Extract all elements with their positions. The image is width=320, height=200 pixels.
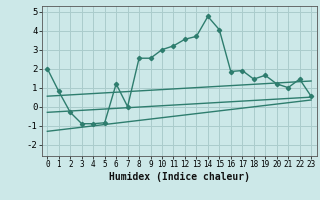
X-axis label: Humidex (Indice chaleur): Humidex (Indice chaleur)	[109, 172, 250, 182]
